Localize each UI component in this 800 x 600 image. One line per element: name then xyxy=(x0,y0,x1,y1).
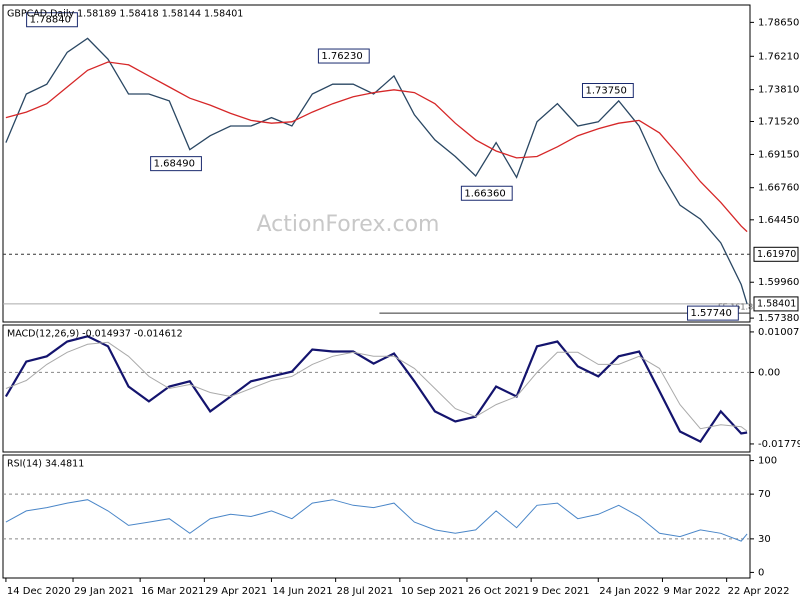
annotation-box xyxy=(26,12,78,28)
annotation-box xyxy=(317,48,370,64)
y-tick-label: 1.59960 xyxy=(758,277,799,288)
panel-frame xyxy=(2,324,751,453)
y-tick-label: 1.69150 xyxy=(758,149,799,160)
panel-title: RSI(14) 34.4811 xyxy=(7,459,84,470)
y-tick-label: 0.00 xyxy=(758,367,780,378)
annotation-label: 1.57740 xyxy=(691,308,732,319)
panel-title: MACD(12,26,9) -0.014937 -0.014612 xyxy=(7,329,183,340)
y-tick-label: 1.71520 xyxy=(758,117,799,128)
y-tick-label: 30 xyxy=(758,534,771,545)
y-tick-label: 1.73810 xyxy=(758,85,799,96)
x-tick-label: 10 Sep 2021 xyxy=(401,586,464,597)
x-tick-label: 14 Dec 2020 xyxy=(7,586,71,597)
annotation-box xyxy=(581,83,634,99)
annotation-label: 1.78840 xyxy=(30,15,71,26)
y-tick-label: 0 xyxy=(758,567,764,578)
annotation-label: 1.68490 xyxy=(154,159,195,170)
panel-frame xyxy=(2,4,751,323)
level-box xyxy=(753,296,799,312)
annotation-box xyxy=(150,156,202,172)
level-label: 1.61970 xyxy=(757,249,796,260)
y-tick-label: 1.66760 xyxy=(758,183,799,194)
x-tick-label: 14 Jun 2021 xyxy=(272,586,332,597)
y-tick-label: 1.78650 xyxy=(758,17,799,28)
annotation-box xyxy=(460,185,513,201)
series-line xyxy=(5,37,748,305)
y-tick-label: -0.017795 xyxy=(758,439,800,450)
annotation-label: 1.76230 xyxy=(321,51,362,62)
x-tick-label: 16 Mar 2021 xyxy=(141,586,204,597)
panel-title: GBPCAD Daily 1.58189 1.58418 1.58144 1.5… xyxy=(7,9,243,20)
y-tick-label: 1.76210 xyxy=(758,51,799,62)
x-tick-label: 29 Jan 2021 xyxy=(74,586,134,597)
series-line xyxy=(5,341,748,432)
panel-frame xyxy=(2,454,751,579)
y-tick-label: 1.64450 xyxy=(758,215,799,226)
y-tick-label: 100 xyxy=(758,456,777,467)
series-line xyxy=(5,499,748,542)
level-label: 1.58401 xyxy=(757,298,796,309)
x-tick-label: 28 Jul 2021 xyxy=(337,586,394,597)
x-tick-label: 24 Jan 2022 xyxy=(599,586,659,597)
annotation-label: 1.66360 xyxy=(464,188,505,199)
x-tick-label: 22 Apr 2022 xyxy=(728,586,790,597)
series-line xyxy=(4,335,748,444)
watermark: ActionForex.com xyxy=(257,212,440,237)
annotation-box xyxy=(687,305,739,321)
annotation-label: 1.73750 xyxy=(585,86,626,97)
y-tick-label: 0.010078 xyxy=(758,327,800,338)
y-tick-label: 1.57380 xyxy=(758,313,799,324)
series-line xyxy=(5,61,748,233)
x-tick-label: 26 Oct 2021 xyxy=(468,586,530,597)
x-tick-label: 29 Apr 2021 xyxy=(205,586,267,597)
x-tick-label: 9 Mar 2022 xyxy=(663,586,720,597)
x-tick-label: 9 Dec 2021 xyxy=(532,586,590,597)
y-tick-label: 70 xyxy=(758,489,771,500)
level-box xyxy=(753,246,799,262)
